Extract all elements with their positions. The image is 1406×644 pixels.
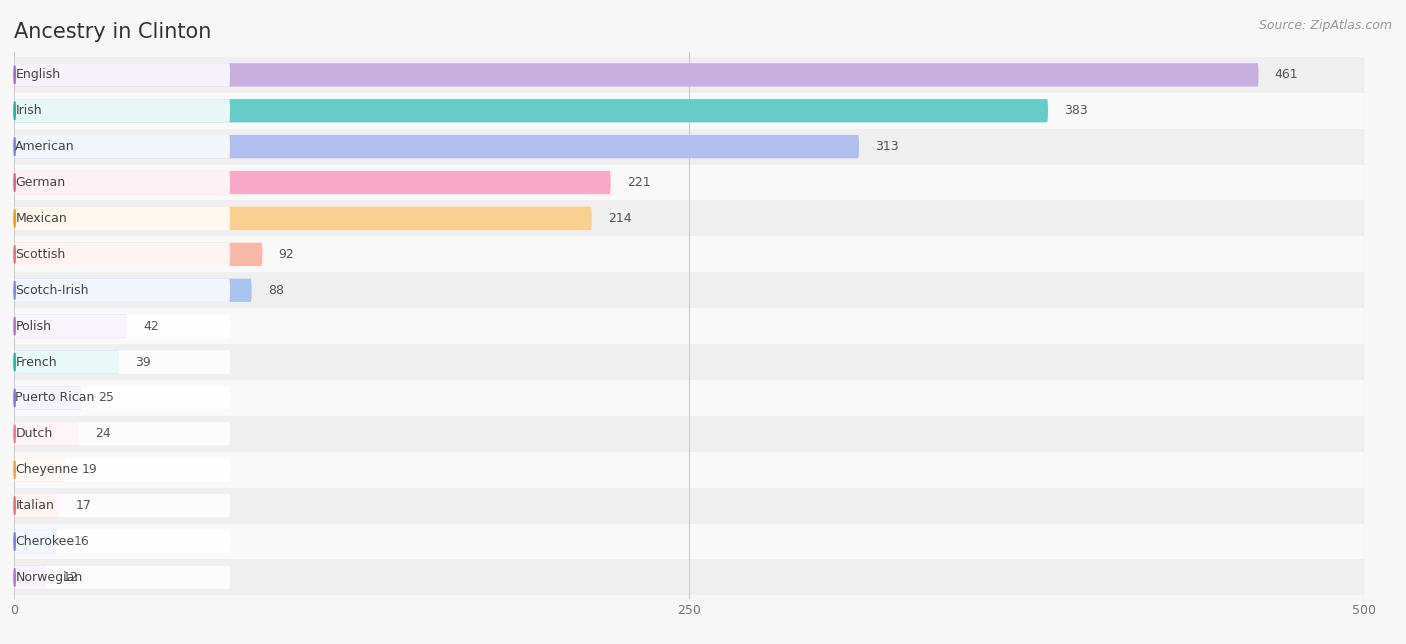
Text: 16: 16	[73, 535, 89, 548]
FancyBboxPatch shape	[14, 314, 231, 338]
Text: Dutch: Dutch	[15, 428, 52, 440]
Text: 88: 88	[267, 284, 284, 297]
Text: 313: 313	[875, 140, 898, 153]
Text: American: American	[15, 140, 75, 153]
FancyBboxPatch shape	[14, 565, 231, 589]
FancyBboxPatch shape	[14, 243, 231, 266]
FancyBboxPatch shape	[14, 99, 231, 122]
Text: 12: 12	[63, 571, 79, 584]
Bar	[0, 200, 1406, 236]
Text: 17: 17	[76, 499, 91, 512]
Bar	[0, 57, 1406, 93]
Text: German: German	[15, 176, 66, 189]
FancyBboxPatch shape	[14, 63, 1258, 86]
Text: Source: ZipAtlas.com: Source: ZipAtlas.com	[1258, 19, 1392, 32]
Text: 39: 39	[135, 355, 152, 368]
Text: 25: 25	[98, 392, 114, 404]
Text: 461: 461	[1275, 68, 1298, 81]
Text: Norwegian: Norwegian	[15, 571, 83, 584]
Bar	[0, 451, 1406, 488]
FancyBboxPatch shape	[14, 530, 58, 553]
Text: Mexican: Mexican	[15, 212, 67, 225]
FancyBboxPatch shape	[14, 279, 231, 302]
Bar	[0, 165, 1406, 200]
Bar	[0, 308, 1406, 344]
Bar	[0, 416, 1406, 451]
FancyBboxPatch shape	[14, 350, 120, 374]
FancyBboxPatch shape	[14, 458, 231, 481]
Text: English: English	[15, 68, 60, 81]
FancyBboxPatch shape	[14, 494, 60, 517]
Text: Cherokee: Cherokee	[15, 535, 75, 548]
FancyBboxPatch shape	[14, 207, 592, 230]
FancyBboxPatch shape	[14, 494, 231, 517]
Text: French: French	[15, 355, 58, 368]
FancyBboxPatch shape	[14, 422, 231, 446]
Text: Cheyenne: Cheyenne	[15, 463, 79, 476]
FancyBboxPatch shape	[14, 279, 252, 302]
FancyBboxPatch shape	[14, 63, 231, 86]
Text: Puerto Rican: Puerto Rican	[15, 392, 94, 404]
FancyBboxPatch shape	[14, 530, 231, 553]
FancyBboxPatch shape	[14, 135, 859, 158]
FancyBboxPatch shape	[14, 135, 231, 158]
FancyBboxPatch shape	[14, 207, 231, 230]
Text: Scottish: Scottish	[15, 248, 66, 261]
Text: 42: 42	[143, 319, 159, 332]
FancyBboxPatch shape	[14, 243, 263, 266]
Bar	[0, 236, 1406, 272]
FancyBboxPatch shape	[14, 386, 82, 410]
FancyBboxPatch shape	[14, 386, 231, 410]
FancyBboxPatch shape	[14, 99, 1047, 122]
Text: 383: 383	[1064, 104, 1088, 117]
Bar	[0, 129, 1406, 165]
Text: Italian: Italian	[15, 499, 55, 512]
Bar	[0, 560, 1406, 595]
Text: 19: 19	[82, 463, 97, 476]
FancyBboxPatch shape	[14, 350, 231, 374]
FancyBboxPatch shape	[14, 171, 231, 194]
FancyBboxPatch shape	[14, 422, 79, 446]
FancyBboxPatch shape	[14, 565, 46, 589]
Text: 221: 221	[627, 176, 651, 189]
Text: Ancestry in Clinton: Ancestry in Clinton	[14, 22, 211, 42]
Bar	[0, 272, 1406, 308]
Bar	[0, 380, 1406, 416]
FancyBboxPatch shape	[14, 458, 65, 481]
Bar	[0, 488, 1406, 524]
Text: Irish: Irish	[15, 104, 42, 117]
Text: Polish: Polish	[15, 319, 52, 332]
Bar	[0, 93, 1406, 129]
Text: 214: 214	[607, 212, 631, 225]
Text: 24: 24	[96, 428, 111, 440]
FancyBboxPatch shape	[14, 171, 610, 194]
Bar	[0, 344, 1406, 380]
Text: 92: 92	[278, 248, 294, 261]
FancyBboxPatch shape	[14, 314, 128, 338]
Text: Scotch-Irish: Scotch-Irish	[15, 284, 89, 297]
Bar	[0, 524, 1406, 560]
